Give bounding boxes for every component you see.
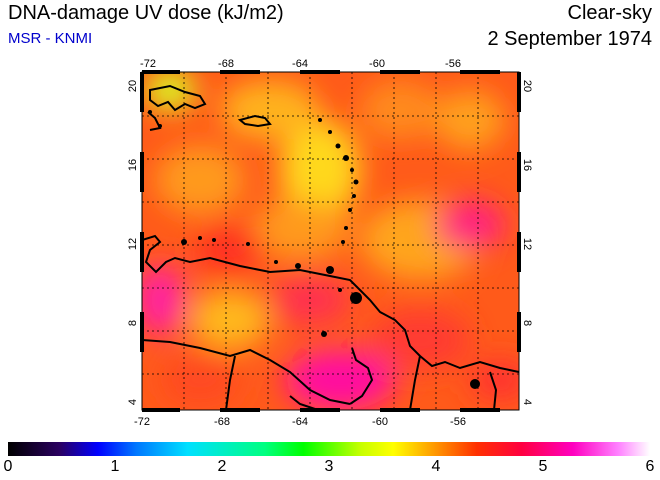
- lon-tick-top: -72: [140, 58, 156, 70]
- lon-tick-bottom: -72: [134, 416, 150, 428]
- lon-tick-bottom: -56: [450, 416, 466, 428]
- lon-tick-top: -68: [218, 58, 234, 70]
- lat-tick-right: 20: [521, 80, 533, 92]
- lat-tick-left: 12: [127, 238, 139, 250]
- colorbar-label: 3: [324, 458, 334, 475]
- lat-tick-right: 8: [521, 320, 533, 326]
- source-label: MSR - KNMI: [8, 30, 93, 47]
- map-title: DNA-damage UV dose (kJ/m2): [8, 2, 284, 24]
- colorbar-label: 5: [538, 458, 548, 475]
- graticule: [142, 72, 519, 410]
- colorbar-label: 4: [431, 458, 441, 475]
- lon-tick-top: -60: [369, 58, 385, 70]
- map-frame: [140, 70, 521, 412]
- date-label: 2 September 1974: [487, 28, 652, 50]
- coastlines: [142, 84, 519, 410]
- lon-tick-bottom: -60: [372, 416, 388, 428]
- lat-ticks: 20 16 12 8 4 20 16 12 8 4: [127, 80, 533, 405]
- colorbar-label: 2: [217, 458, 227, 475]
- lat-tick-left: 16: [127, 159, 139, 171]
- lon-tick-top: -64: [292, 58, 308, 70]
- lon-tick-bottom: -68: [214, 416, 230, 428]
- colorbar-label: 6: [645, 458, 655, 475]
- lat-tick-left: 20: [127, 80, 139, 92]
- colorbar-label: 0: [3, 458, 13, 475]
- lat-tick-left: 8: [127, 320, 139, 326]
- lat-tick-right: 12: [521, 238, 533, 250]
- uv-dose-map: -72 -68 -64 -60 -56 -72 -68 -64 -60 -56 …: [127, 58, 533, 428]
- lon-tick-top: -56: [445, 58, 461, 70]
- uv-field: [142, 72, 519, 410]
- colorbar: [8, 442, 650, 456]
- islands: [148, 110, 480, 389]
- lat-tick-left: 4: [127, 399, 139, 405]
- sky-condition-label: Clear-sky: [567, 2, 652, 24]
- lon-ticks: -72 -68 -64 -60 -56 -72 -68 -64 -60 -56: [134, 58, 466, 428]
- lat-tick-right: 4: [521, 399, 533, 405]
- lon-tick-bottom: -64: [292, 416, 308, 428]
- colorbar-label: 1: [110, 458, 120, 475]
- lat-tick-right: 16: [521, 159, 533, 171]
